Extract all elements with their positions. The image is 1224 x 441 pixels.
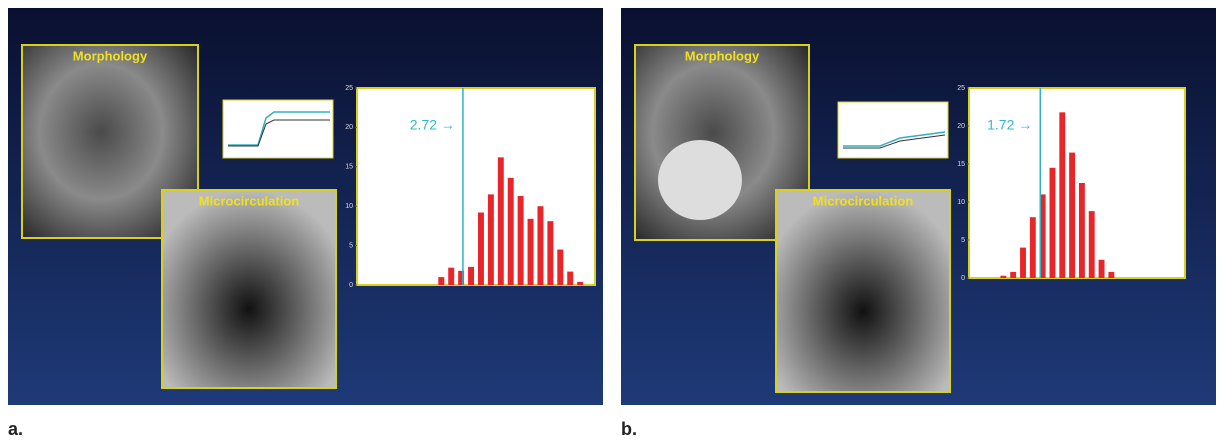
bar <box>567 272 573 285</box>
y-tick-label: 10 <box>345 203 353 210</box>
mri-detail <box>658 140 742 220</box>
bar <box>1050 168 1056 278</box>
bar <box>1089 211 1095 278</box>
bar <box>1099 260 1105 278</box>
bar <box>1030 217 1036 278</box>
annotation: 2.72 → <box>410 117 455 133</box>
mri-image <box>776 190 950 392</box>
y-tick-label: 15 <box>345 164 353 171</box>
y-tick-label: 0 <box>961 275 965 282</box>
y-tick-label: 10 <box>957 199 965 206</box>
bar <box>478 213 484 285</box>
bar <box>1000 276 1006 278</box>
panel-label: b. <box>621 419 637 439</box>
y-tick-label: 0 <box>349 282 353 289</box>
figure: Morphology Microcirculation Morphology M… <box>0 0 1224 441</box>
bar <box>547 221 553 285</box>
bar <box>488 194 494 285</box>
bar <box>518 196 524 285</box>
bar <box>1069 153 1075 278</box>
bar <box>1079 183 1085 278</box>
y-tick-label: 5 <box>349 242 353 249</box>
curve-thumbnail <box>838 102 948 158</box>
image-label: Morphology <box>685 48 760 63</box>
y-tick-label: 15 <box>957 161 965 168</box>
image-label: Microcirculation <box>199 193 299 208</box>
bar <box>528 219 534 285</box>
bar <box>468 267 474 285</box>
bar <box>537 206 543 285</box>
bar <box>498 157 504 285</box>
bar <box>577 282 583 285</box>
bar <box>448 268 454 285</box>
image-label: Morphology <box>73 48 148 63</box>
bar <box>557 250 563 285</box>
y-tick-label: 5 <box>961 237 965 244</box>
y-tick-label: 20 <box>957 123 965 130</box>
bar <box>1059 112 1065 278</box>
figure-svg: Morphology Microcirculation Morphology M… <box>0 0 1224 441</box>
bar <box>508 178 514 285</box>
image-label: Microcirculation <box>813 193 913 208</box>
y-tick-label: 20 <box>345 124 353 131</box>
bar <box>1108 272 1114 278</box>
bar <box>1010 272 1016 278</box>
y-tick-label: 25 <box>345 85 353 92</box>
curve-thumbnail <box>223 100 333 158</box>
mri-image <box>162 190 336 388</box>
y-tick-label: 25 <box>957 85 965 92</box>
annotation: 1.72 → <box>987 117 1032 133</box>
bar <box>1020 248 1026 278</box>
bar <box>438 277 444 285</box>
panel-label: a. <box>8 419 23 439</box>
